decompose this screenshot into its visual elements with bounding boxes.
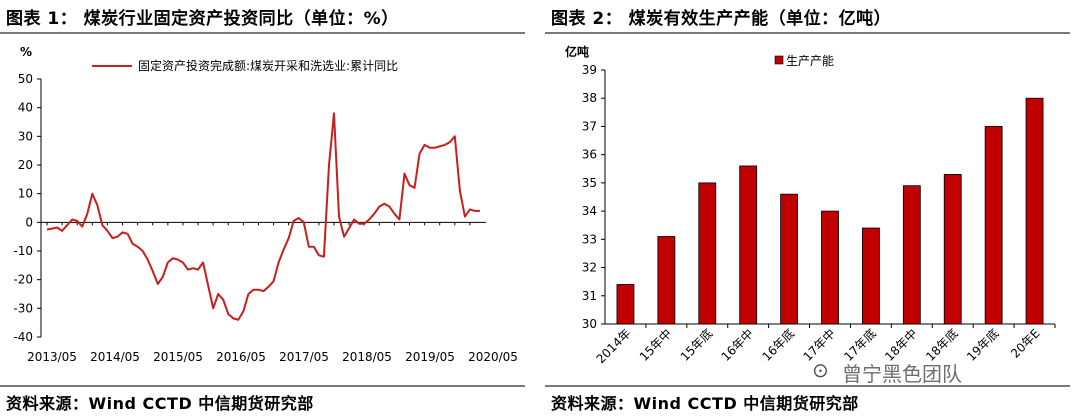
- y-tick-label: 33: [582, 232, 597, 246]
- y-tick-label: 10: [18, 187, 33, 201]
- left-title-rule: [0, 32, 525, 34]
- y-tick-label: 30: [18, 129, 33, 143]
- y-tick-label: 0: [25, 215, 33, 229]
- y-tick-label: 39: [582, 63, 597, 77]
- line-chart: -40 -30 -20 -10 0 10 20 30 40 50% 2013/05 2014/05 20…: [13, 45, 518, 364]
- x-tick-label: 16年中: [718, 326, 756, 364]
- bar: [862, 227, 880, 325]
- y-tick-label: -20: [13, 273, 33, 287]
- y-tick-label: -30: [13, 301, 33, 315]
- bar: [821, 210, 839, 325]
- right-title-rule: [545, 32, 1070, 34]
- bar: [780, 193, 798, 325]
- y-tick-label: 32: [582, 261, 597, 275]
- bar: [1025, 97, 1044, 325]
- bar: [616, 284, 635, 325]
- y-tick-label: 35: [582, 176, 597, 190]
- x-tick-label: 2019/05: [405, 350, 455, 364]
- bar: [698, 182, 717, 325]
- y-tick-label: -10: [13, 244, 33, 258]
- x-tick-label: 2018/05: [342, 350, 392, 364]
- y-tick-label: 40: [18, 101, 33, 115]
- right-chart-title: 图表 2： 煤炭有效生产产能（单位：亿吨）: [551, 9, 892, 29]
- y-axis-unit: 亿吨: [565, 44, 589, 59]
- left-source-note: 资料来源：Wind CCTD 中信期货研究部: [6, 394, 314, 413]
- legend-label: 生产产能: [786, 54, 834, 68]
- series-line: [46, 112, 480, 321]
- bar: [657, 236, 676, 325]
- y-tick-label: 50: [18, 72, 33, 86]
- right-panel: 图表 2： 煤炭有效生产产能（单位：亿吨） 30 31 32 33 34 35 36 37 38…: [545, 0, 1080, 417]
- y-tick-label: 36: [582, 148, 597, 162]
- x-tick-label: 2013/05: [27, 350, 77, 364]
- y-tick-label: 30: [582, 317, 597, 331]
- x-tick-label: 19年底: [963, 326, 1001, 364]
- y-tick-label: 34: [582, 204, 597, 218]
- left-chart-title: 图表 1： 煤炭行业固定资产投资同比（单位：%）: [6, 9, 399, 29]
- left-panel: 图表 1： 煤炭行业固定资产投资同比（单位：%） -40 -30 -20 -10 0 10…: [0, 0, 535, 417]
- y-tick-label: 31: [582, 289, 597, 303]
- watermark-text: 曾宁黑色团队: [842, 362, 962, 386]
- right-source-rule: [545, 385, 1070, 387]
- y-axis-unit: %: [20, 45, 32, 59]
- right-source-note: 资料来源：Wind CCTD 中信期货研究部: [551, 394, 859, 413]
- left-source-rule: [0, 385, 525, 387]
- y-tick-label: 38: [582, 91, 597, 105]
- y-tick-label: 20: [18, 158, 33, 172]
- bar: [984, 126, 1003, 325]
- x-tick-label: 2014年: [594, 326, 634, 366]
- x-tick-label: 2016/05: [216, 350, 266, 364]
- y-tick-label: 37: [582, 119, 597, 133]
- x-tick-label: 2015/05: [153, 350, 203, 364]
- x-tick-label: 16年底: [759, 326, 797, 364]
- bar: [739, 165, 758, 325]
- x-tick-label: 2020/05: [468, 350, 518, 364]
- legend-label: 固定资产投资完成额:煤炭开采和洗选业:累计同比: [138, 58, 398, 73]
- bar: [902, 185, 921, 325]
- x-tick-label: 2014/05: [90, 350, 140, 364]
- x-tick-label: 15年底: [677, 326, 715, 364]
- bar: [943, 174, 962, 325]
- y-tick-label: -40: [13, 330, 33, 344]
- legend-swatch: [774, 55, 784, 65]
- x-tick-label: 20年E: [1008, 326, 1043, 361]
- x-tick-label: 2017/05: [279, 350, 329, 364]
- wechat-logo-icon: ⊙: [812, 358, 829, 382]
- x-tick-label: 15年中: [636, 326, 674, 364]
